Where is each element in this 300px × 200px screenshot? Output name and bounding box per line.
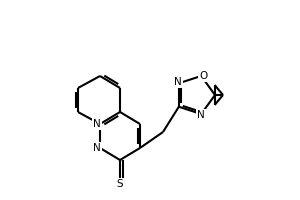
Text: S: S — [117, 179, 123, 189]
Text: N: N — [93, 143, 101, 153]
Text: N: N — [197, 110, 205, 120]
Text: O: O — [199, 71, 207, 81]
Text: N: N — [174, 77, 182, 87]
Text: N: N — [93, 119, 101, 129]
